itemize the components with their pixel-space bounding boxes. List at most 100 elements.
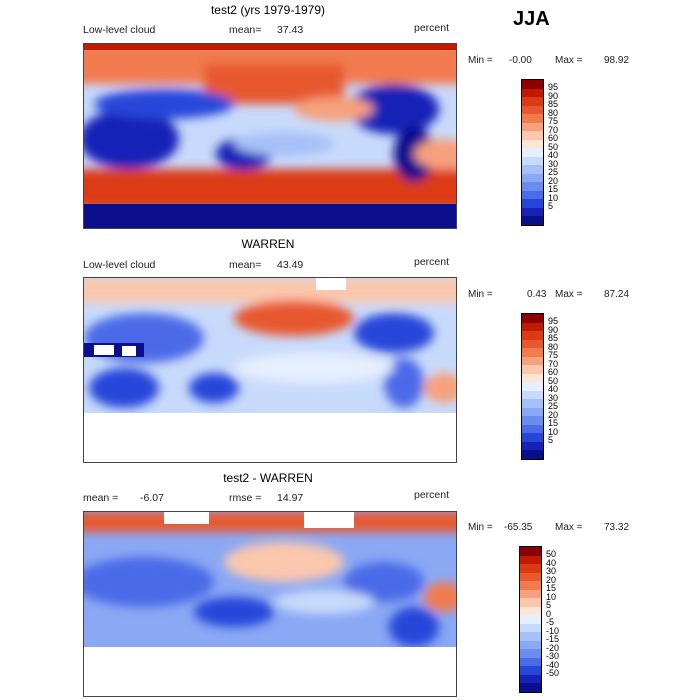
colorbar-tick-label: 20	[548, 409, 559, 420]
colorbar-tick-label: 40	[546, 557, 557, 568]
colorbar-segment	[522, 407, 543, 417]
panel3-map-svg	[84, 512, 456, 696]
colorbar-segment	[522, 365, 543, 375]
panel3-mean-value: -6.07	[140, 492, 164, 504]
colorbar-tick-label: 85	[548, 333, 559, 344]
panel3-min-value: -65.35	[504, 522, 533, 533]
panel3-colorbar	[519, 546, 542, 693]
panel3-title: test2 - WARREN	[223, 471, 313, 485]
colorbar-segment	[520, 589, 541, 599]
colorbar-segment	[520, 555, 541, 565]
colorbar-segment	[520, 581, 541, 591]
colorbar-segment	[522, 441, 543, 451]
colorbar-tick-label: -20	[546, 642, 560, 653]
colorbar-segment	[522, 190, 543, 200]
colorbar-segment	[520, 640, 541, 650]
panel2-min-label: Min =	[468, 289, 493, 300]
colorbar-segment	[522, 105, 543, 115]
colorbar-segment	[522, 173, 543, 183]
colorbar-tick-label: -10	[546, 625, 560, 636]
colorbar-segment	[522, 131, 543, 141]
panel1-min-label: Min =	[468, 55, 493, 66]
panel1-colorbar	[521, 79, 544, 226]
panel1-max-value: 98.92	[604, 55, 630, 66]
panel1-title: test2 (yrs 1979-1979)	[210, 3, 326, 17]
colorbar-segment	[522, 348, 543, 358]
colorbar-tick-label: 50	[548, 141, 559, 152]
colorbar-tick-label: 30	[548, 158, 559, 169]
colorbar-segment	[520, 666, 541, 676]
colorbar-tick-label: 5	[546, 600, 552, 611]
panel3-min-label: Min =	[468, 522, 493, 533]
colorbar-segment	[522, 97, 543, 107]
colorbar-tick-label: 85	[548, 99, 559, 110]
colorbar-tick-label: 40	[548, 150, 559, 161]
colorbar-segment	[522, 356, 543, 366]
panel2-mean-value: 43.49	[277, 259, 304, 271]
colorbar-segment	[522, 182, 543, 192]
season-label: JJA	[513, 8, 550, 30]
panel2-min-value: 0.43	[527, 289, 547, 300]
panel3-max-value: 73.32	[604, 522, 630, 533]
colorbar-segment	[522, 80, 543, 90]
colorbar-tick-label: 5	[548, 201, 554, 212]
panel2-max-value: 87.24	[604, 289, 630, 300]
colorbar-tick-label: 0	[546, 608, 552, 619]
panel3-rmse-label: rmse =	[229, 492, 262, 504]
colorbar-segment	[522, 424, 543, 434]
panel2-colorbar-ticks: 95 90 85 80 75 70 60 50 40 30 25 20 15 10 5	[548, 313, 578, 460]
colorbar-segment	[522, 165, 543, 175]
colorbar-tick-label: 90	[548, 90, 559, 101]
panel2-max-label: Max =	[555, 289, 583, 300]
colorbar-segment	[520, 632, 541, 642]
panel1-max-label: Max =	[555, 55, 583, 66]
colorbar-tick-label: 70	[548, 358, 559, 369]
panel2-colorbar	[521, 313, 544, 460]
colorbar-segment	[522, 88, 543, 98]
panel3-max-label: Max =	[555, 522, 583, 533]
colorbar-tick-label: 30	[548, 392, 559, 403]
colorbar-tick-label: -50	[546, 668, 560, 679]
colorbar-segment	[520, 623, 541, 633]
colorbar-segment	[520, 683, 541, 693]
panel1-map	[83, 43, 457, 229]
colorbar-tick-label: 15	[546, 583, 557, 594]
colorbar-tick-label: 95	[548, 82, 559, 93]
panel1-min-value: -0.00	[509, 55, 532, 66]
colorbar-tick-label: 50	[546, 549, 557, 560]
colorbar-tick-label: 75	[548, 116, 559, 127]
colorbar-tick-label: 60	[548, 367, 559, 378]
panel2-mean-label: mean=	[229, 259, 262, 271]
panel3-mean-label: mean =	[83, 492, 119, 504]
colorbar-tick-label: 60	[548, 133, 559, 144]
colorbar-segment	[520, 674, 541, 684]
panel1-map-svg	[84, 44, 456, 228]
panel2-title: WARREN	[241, 237, 295, 251]
colorbar-segment	[522, 207, 543, 217]
panel3-colorbar-ticks: 50 40 30 20 15 10 5 0 -5 -10 -15 -20 -30 -40 -50	[546, 546, 576, 693]
colorbar-segment	[522, 450, 543, 460]
colorbar-segment	[520, 649, 541, 659]
colorbar-segment	[520, 547, 541, 557]
colorbar-segment	[520, 598, 541, 608]
colorbar-segment	[522, 139, 543, 149]
colorbar-tick-label: 15	[548, 184, 559, 195]
colorbar-segment	[522, 122, 543, 132]
colorbar-tick-label: 25	[548, 167, 559, 178]
colorbar-tick-label: -5	[546, 617, 555, 628]
colorbar-tick-label: 50	[548, 375, 559, 386]
panel1-mean-label: mean=	[229, 24, 262, 36]
colorbar-tick-label: 30	[546, 566, 557, 577]
colorbar-tick-label: 75	[548, 350, 559, 361]
panel1-field-label: Low-level cloud	[83, 24, 156, 36]
colorbar-segment	[522, 416, 543, 426]
colorbar-tick-label: 80	[548, 341, 559, 352]
colorbar-segment	[522, 148, 543, 158]
panel3-rmse-value: 14.97	[277, 492, 304, 504]
colorbar-segment	[522, 373, 543, 383]
colorbar-segment	[520, 606, 541, 616]
colorbar-segment	[522, 156, 543, 166]
colorbar-tick-label: 5	[548, 435, 554, 446]
colorbar-tick-label: 20	[548, 175, 559, 186]
colorbar-segment	[522, 382, 543, 392]
